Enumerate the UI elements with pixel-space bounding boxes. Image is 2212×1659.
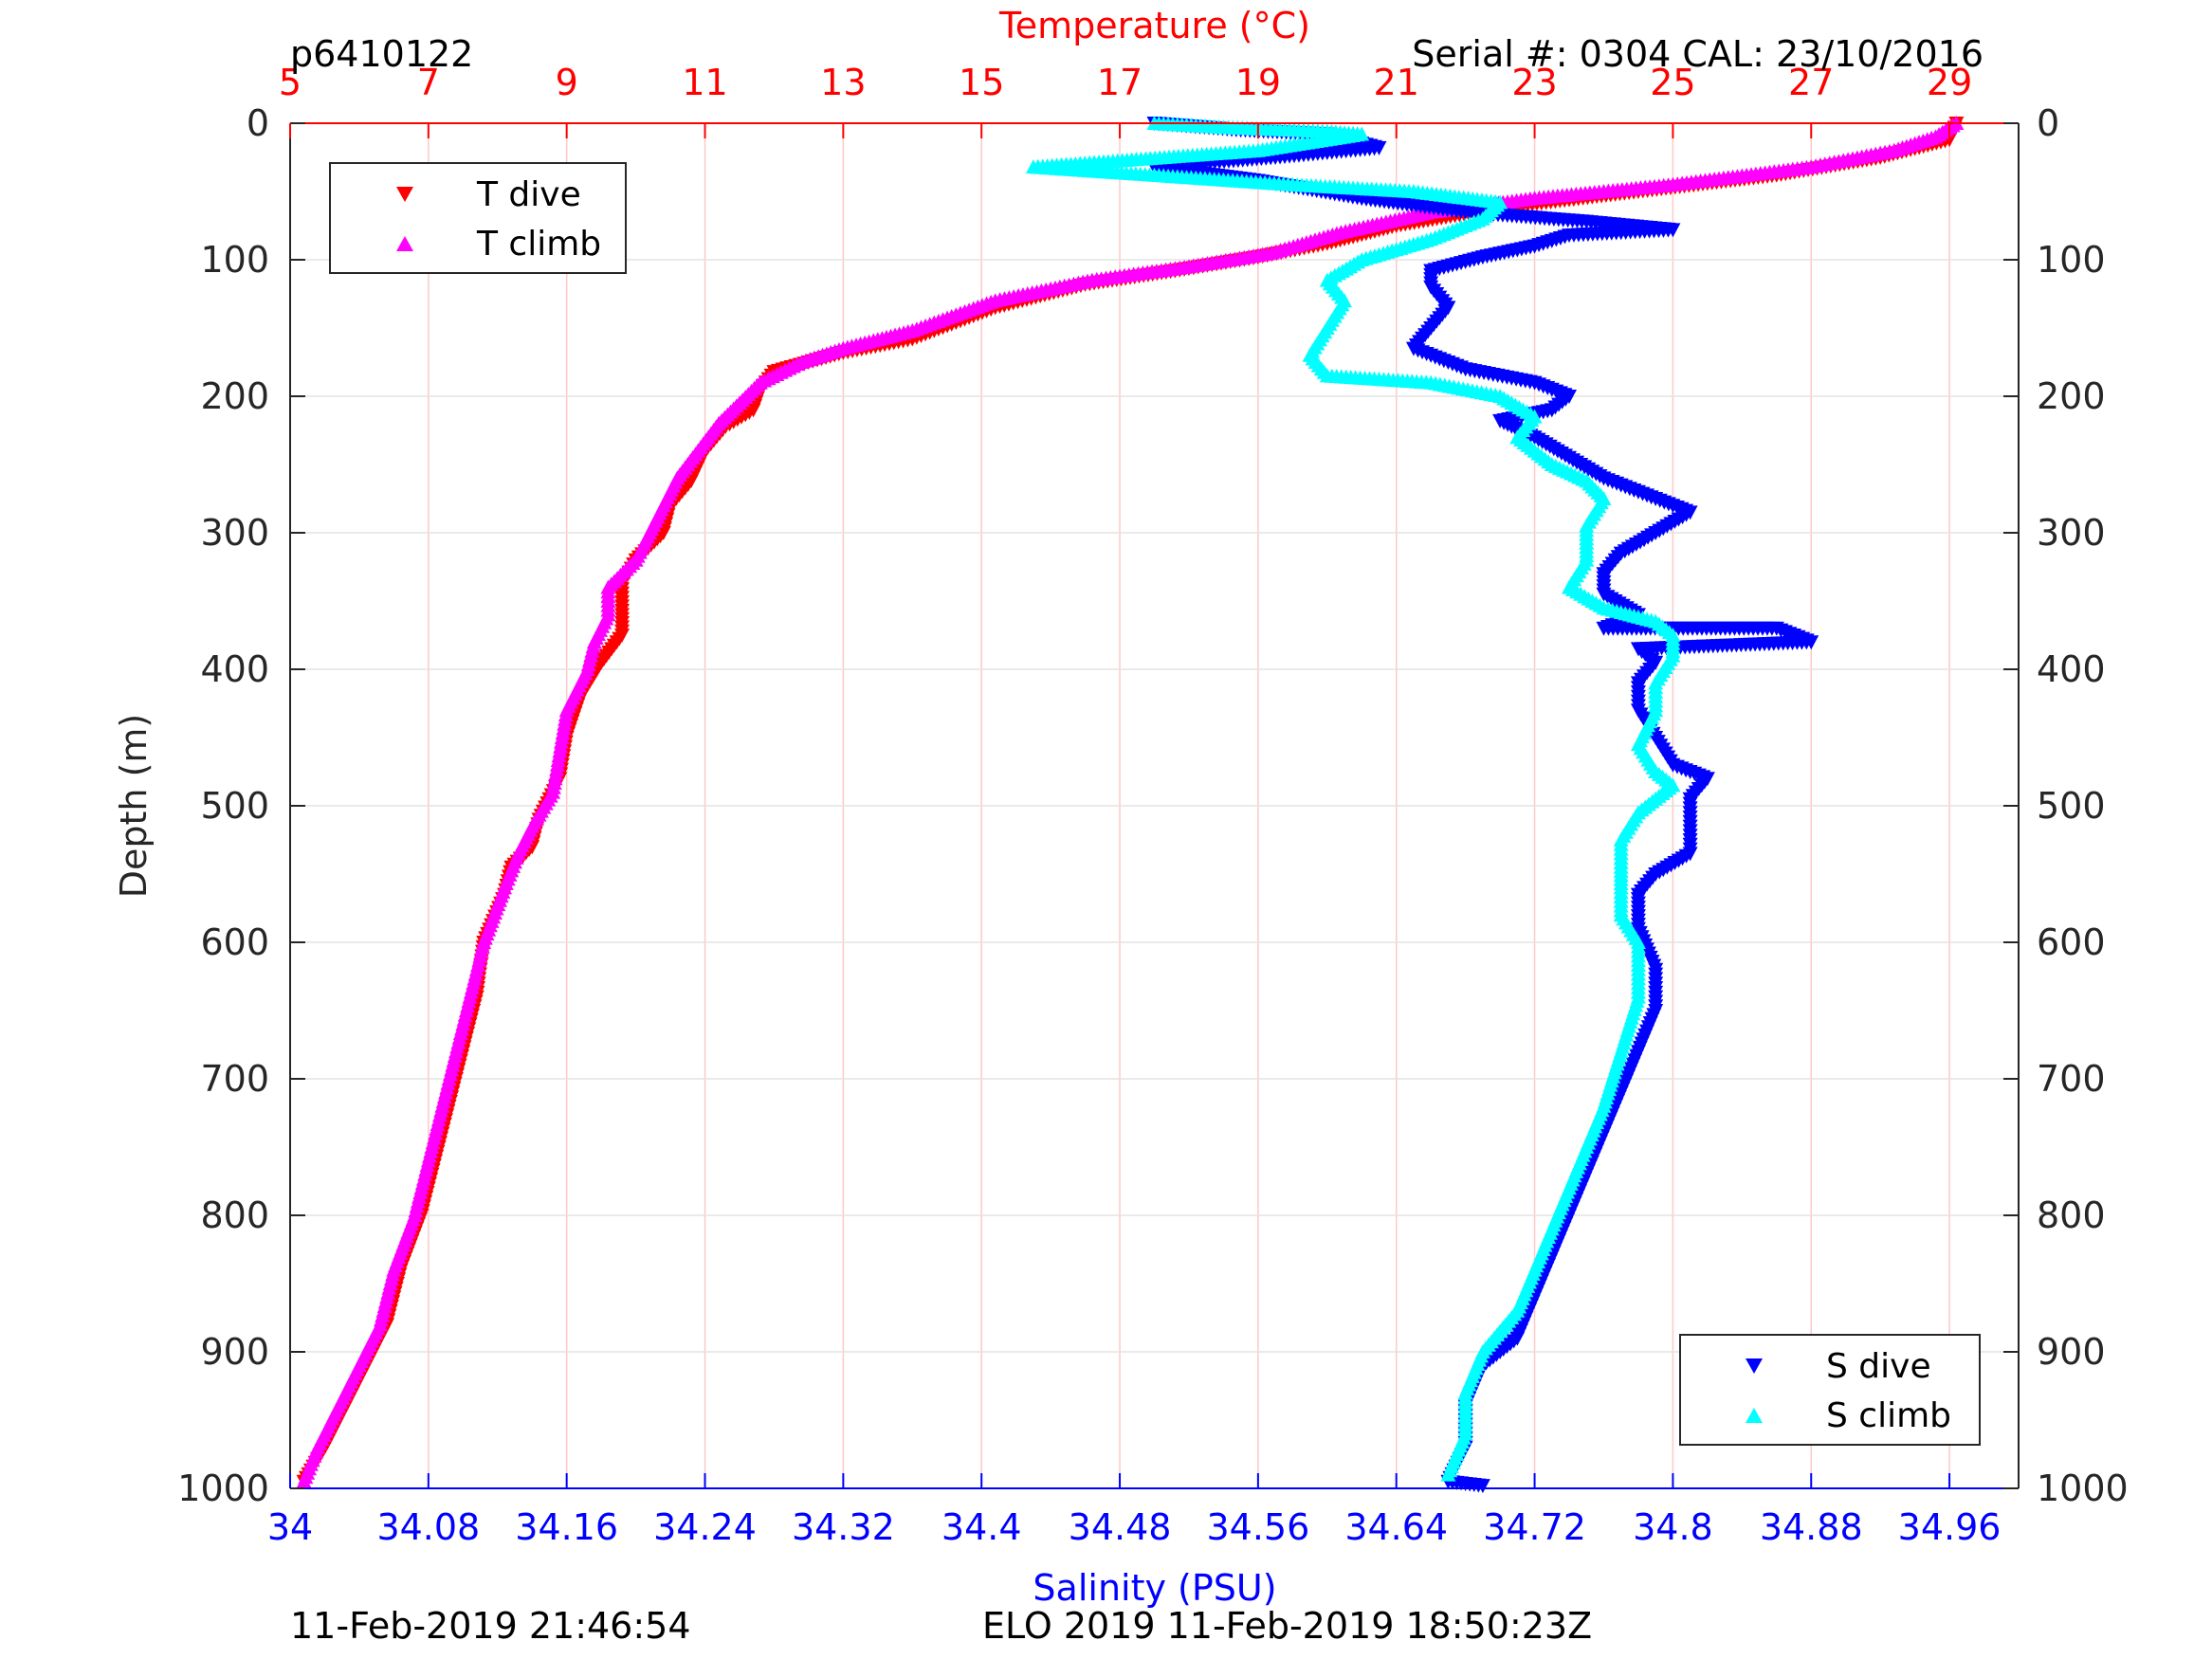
temperature-tick-label: 15 (959, 62, 1004, 103)
temperature-tick-label: 5 (279, 62, 302, 103)
legend-s-climb-label: S climb (1826, 1396, 1951, 1435)
depth-tick-label-left: 600 (200, 921, 269, 963)
depth-tick-label-left: 100 (200, 239, 269, 281)
salinity-tick-label: 34.72 (1483, 1506, 1586, 1548)
data-point (1440, 1467, 1456, 1482)
temperature-tick-label: 7 (417, 62, 440, 103)
legend-s-climb-marker (1746, 1408, 1763, 1423)
temperature-axis: 5 7 9 11 13 15 17 19 21 23 25 27 29 (279, 62, 1972, 138)
depth-tick-label-left: 700 (200, 1058, 269, 1100)
data-point (1474, 1479, 1490, 1494)
depth-tick-label-right: 0 (2037, 102, 2059, 144)
salinity-axis: 34 34.08 34.16 34.24 34.32 34.4 34.48 34.56 34.6… (267, 1473, 2002, 1548)
salinity-tick-label: 34 (267, 1506, 313, 1548)
depth-tick-label-left: 300 (200, 512, 269, 554)
depth-tick-label-right: 400 (2037, 648, 2106, 690)
depth-axis-title: Depth (m) (113, 714, 155, 899)
temperature-axis-title: Temperature (°C) (998, 5, 1310, 46)
footer-mission: ELO 2019 11-Feb-2019 18:50:23Z (982, 1605, 1592, 1647)
depth-tick-label-right: 200 (2037, 375, 2106, 417)
temperature-tick-label: 25 (1650, 62, 1695, 103)
legend-t-climb-label: T climb (476, 225, 601, 264)
depth-tick-label-left: 200 (200, 375, 269, 417)
depth-tick-label-right: 300 (2037, 512, 2106, 554)
salinity-tick-label: 34.48 (1069, 1506, 1172, 1548)
profile-id: p6410122 (290, 33, 473, 75)
serial-calibration: Serial #: 0304 CAL: 23/10/2016 (1412, 33, 1983, 75)
depth-tick-label-left: 800 (200, 1194, 269, 1236)
depth-tick-label-right: 900 (2037, 1331, 2106, 1373)
depth-tick-label-right: 1000 (2037, 1468, 2129, 1509)
salinity-tick-label: 34.08 (376, 1506, 480, 1548)
salinity-tick-label: 34.4 (941, 1506, 1022, 1548)
temperature-tick-label: 27 (1788, 62, 1834, 103)
salinity-tick-label: 34.8 (1633, 1506, 1713, 1548)
depth-tick-label-left: 400 (200, 648, 269, 690)
legend-s-dive-label: S dive (1826, 1347, 1931, 1386)
salinity-tick-label: 34.64 (1344, 1506, 1448, 1548)
data-point (296, 1473, 312, 1488)
footer-timestamp: 11-Feb-2019 21:46:54 (290, 1605, 691, 1647)
depth-tick-label-right: 600 (2037, 921, 2106, 963)
depth-tick-label-right: 700 (2037, 1058, 2106, 1100)
depth-tick-label-left: 500 (200, 785, 269, 827)
depth-tick-label-left: 900 (200, 1331, 269, 1373)
temperature-tick-label: 21 (1374, 62, 1419, 103)
legend-salinity: S dive S climb (1679, 1334, 1981, 1446)
temperature-tick-label: 13 (820, 62, 866, 103)
temperature-tick-label: 29 (1927, 62, 1972, 103)
depth-tick-label-right: 500 (2037, 785, 2106, 827)
legend-s-dive-marker (1746, 1358, 1763, 1374)
depth-axis: 0 0 100 100 200 200 300 300 400 400 500 500 600 600 70… (177, 102, 2128, 1509)
temperature-tick-label: 11 (682, 62, 727, 103)
salinity-tick-label: 34.16 (515, 1506, 618, 1548)
temperature-tick-label: 17 (1097, 62, 1143, 103)
salinity-axis-title: Salinity (PSU) (1033, 1567, 1276, 1609)
salinity-tick-label: 34.96 (1898, 1506, 2002, 1548)
temperature-tick-label: 9 (556, 62, 578, 103)
legend-salinity-box (1679, 1334, 1981, 1446)
depth-tick-label-left: 1000 (177, 1468, 269, 1509)
series-s-climb (1025, 116, 1681, 1482)
legend-t-climb-marker (396, 236, 413, 251)
legend-t-dive-label: T dive (476, 175, 581, 214)
depth-tick-label-right: 800 (2037, 1194, 2106, 1236)
legend-temperature-box (329, 162, 627, 274)
temperature-tick-label: 23 (1511, 62, 1557, 103)
series-t-climb (296, 116, 1965, 1488)
temperature-tick-label: 19 (1235, 62, 1281, 103)
depth-tick-label-right: 100 (2037, 239, 2106, 281)
salinity-tick-label: 34.24 (653, 1506, 757, 1548)
data-series (296, 116, 1965, 1494)
salinity-tick-label: 34.32 (792, 1506, 895, 1548)
legend-temperature: T dive T climb (329, 162, 627, 274)
salinity-tick-label: 34.88 (1760, 1506, 1863, 1548)
salinity-tick-label: 34.56 (1206, 1506, 1309, 1548)
legend-t-dive-marker (396, 187, 413, 202)
depth-tick-label-left: 0 (247, 102, 269, 144)
